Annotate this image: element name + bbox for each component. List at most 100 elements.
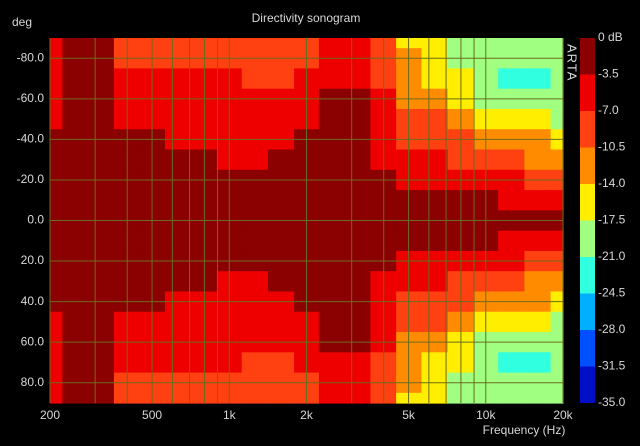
heat-cell bbox=[62, 108, 89, 130]
heat-cell bbox=[344, 38, 372, 49]
heat-cell bbox=[550, 68, 564, 90]
heat-cell bbox=[498, 190, 525, 211]
colorbar-band bbox=[580, 257, 595, 294]
heat-cell bbox=[498, 68, 525, 90]
heat-cell bbox=[87, 68, 115, 90]
heat-cell bbox=[241, 108, 269, 130]
heat-cell bbox=[550, 311, 564, 333]
heat-cell bbox=[318, 392, 345, 404]
heat-cell bbox=[344, 352, 372, 374]
heat-cell bbox=[62, 149, 89, 171]
heat-cell bbox=[87, 149, 115, 171]
heat-cell bbox=[164, 108, 192, 130]
heat-cell bbox=[524, 108, 552, 130]
heat-cell bbox=[421, 149, 449, 171]
chart-title: Directivity sonogram bbox=[252, 11, 361, 25]
colorbar-tick-label: -3.5 bbox=[598, 67, 619, 81]
heat-cell bbox=[139, 68, 166, 90]
heat-cell bbox=[267, 108, 295, 130]
heat-cell bbox=[50, 68, 64, 90]
colorbar-tick-label: -28.0 bbox=[598, 322, 626, 336]
colorbar-band bbox=[580, 220, 595, 257]
labels: 200 500 1k 2k 5k 10k 20k -80.0 -60.0 -40.0 -20.0 0.… bbox=[17, 30, 626, 422]
y-tick-label: 60.0 bbox=[21, 334, 45, 348]
heat-cell bbox=[241, 38, 269, 49]
heat-cell bbox=[87, 352, 115, 374]
heat-cell bbox=[241, 392, 269, 404]
heat-cell bbox=[498, 352, 525, 374]
colorbar-band bbox=[580, 366, 595, 403]
heat-cell bbox=[498, 149, 525, 171]
heat-cell bbox=[87, 271, 115, 293]
heat-cell bbox=[62, 190, 89, 211]
heat-cell bbox=[87, 392, 115, 404]
colorbar-band bbox=[580, 74, 595, 111]
heat-cell bbox=[318, 190, 345, 211]
colorbar-tick-label: -24.5 bbox=[598, 286, 626, 300]
heat-cell bbox=[498, 38, 525, 49]
heat-cell bbox=[50, 271, 64, 293]
heat-cell bbox=[318, 108, 345, 130]
heat-cell bbox=[498, 392, 525, 404]
heat-cell bbox=[318, 149, 345, 171]
heat-cell bbox=[550, 230, 564, 252]
heat-cell bbox=[524, 311, 552, 333]
heat-cell bbox=[164, 392, 192, 404]
heat-cell bbox=[267, 352, 295, 374]
heat-cell bbox=[550, 38, 564, 49]
heat-cell bbox=[344, 190, 372, 211]
heat-cell bbox=[267, 68, 295, 90]
heat-cell bbox=[396, 271, 423, 293]
heat-cell bbox=[50, 230, 64, 252]
heat-cell bbox=[524, 190, 552, 211]
heat-cell bbox=[344, 68, 372, 90]
heat-cell bbox=[524, 38, 552, 49]
heat-cell bbox=[267, 392, 295, 404]
heat-cell bbox=[50, 108, 64, 130]
heat-cell bbox=[318, 271, 345, 293]
x-tick-label: 10k bbox=[476, 408, 496, 422]
heat-cell bbox=[421, 271, 449, 293]
colorbar-band bbox=[580, 184, 595, 221]
heat-cell bbox=[396, 68, 423, 90]
heat-cell bbox=[524, 271, 552, 293]
heat-cell bbox=[524, 68, 552, 90]
heat-cell bbox=[344, 149, 372, 171]
colorbar-tick-label: -35.0 bbox=[598, 395, 626, 409]
heat-cell bbox=[267, 149, 295, 171]
y-tick-label: -60.0 bbox=[17, 91, 45, 105]
heat-cell bbox=[421, 392, 449, 404]
heat-cell bbox=[50, 352, 64, 374]
heat-cell bbox=[498, 108, 525, 130]
heat-cell bbox=[524, 352, 552, 374]
x-tick-label: 500 bbox=[142, 408, 162, 422]
y-axis-label: deg bbox=[12, 15, 32, 29]
y-tick-label: -20.0 bbox=[17, 172, 45, 186]
y-tick-label: -80.0 bbox=[17, 50, 45, 64]
heat-cell bbox=[241, 68, 269, 90]
heat-cell bbox=[267, 311, 295, 333]
heat-cell bbox=[139, 271, 166, 293]
heat-cell bbox=[164, 352, 192, 374]
x-tick-label: 20k bbox=[553, 408, 573, 422]
y-tick-label: 20.0 bbox=[21, 253, 45, 267]
heat-cell bbox=[396, 38, 423, 49]
colorbar-tick-label: -10.5 bbox=[598, 140, 626, 154]
heat-cell bbox=[318, 230, 345, 252]
heat-cell bbox=[421, 108, 449, 130]
heat-cell bbox=[50, 392, 64, 404]
heat-cell bbox=[139, 108, 166, 130]
colorbar-tick-label: -17.5 bbox=[598, 213, 626, 227]
heat-cell bbox=[550, 352, 564, 374]
colorbar-tick-label: 0 dB bbox=[598, 30, 623, 44]
heat-cell bbox=[318, 311, 345, 333]
x-axis-label: Frequency (Hz) bbox=[483, 423, 566, 437]
x-tick-label: 2k bbox=[300, 408, 314, 422]
heat-cell bbox=[396, 230, 423, 252]
heat-cell bbox=[344, 108, 372, 130]
y-tick-label: -40.0 bbox=[17, 132, 45, 146]
colorbar-tick-label: -14.0 bbox=[598, 176, 626, 190]
y-tick-label: 40.0 bbox=[21, 294, 45, 308]
heat-cell bbox=[550, 190, 564, 211]
heat-cell bbox=[318, 68, 345, 90]
